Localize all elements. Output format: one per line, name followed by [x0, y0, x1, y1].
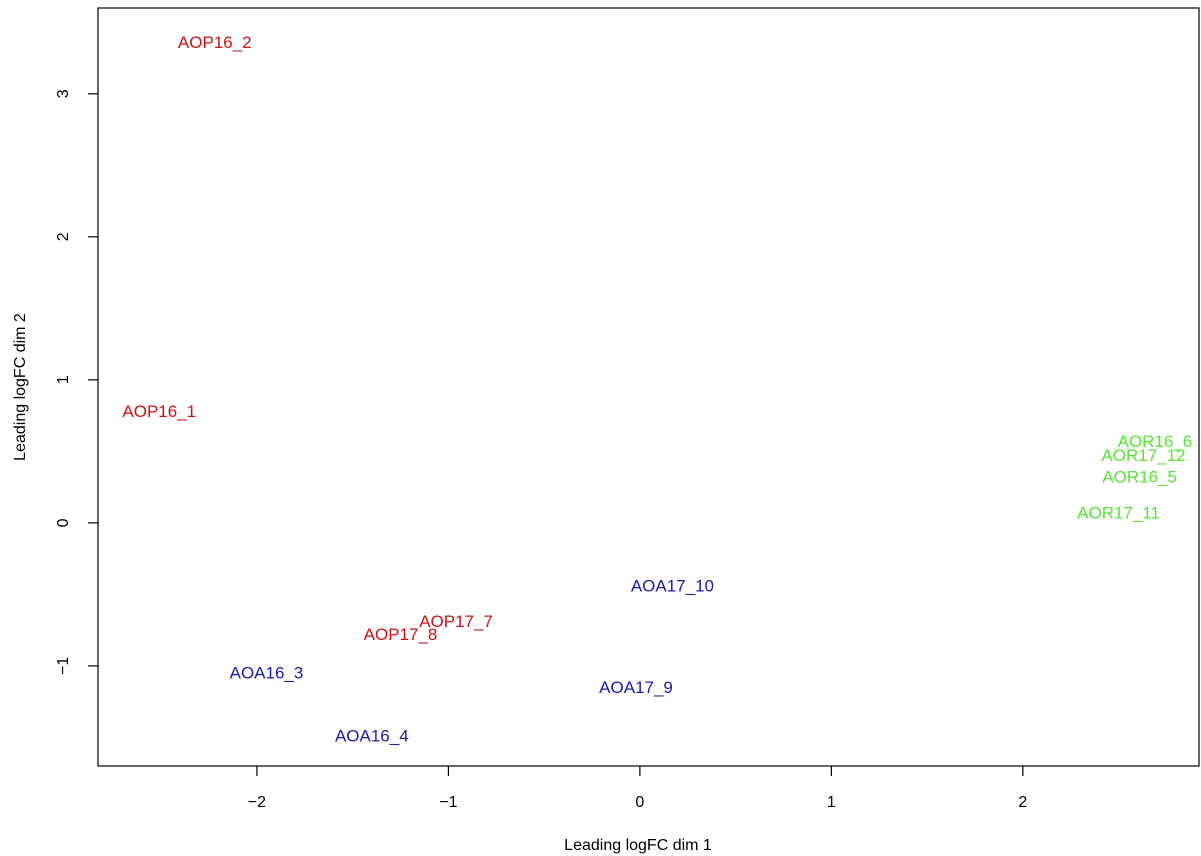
point-label-aoa16-3: AOA16_3: [230, 664, 304, 683]
y-axis-label: Leading logFC dim 2: [12, 313, 29, 461]
point-label-aoa16-4: AOA16_4: [335, 726, 409, 745]
y-tick-label: −1: [55, 657, 72, 675]
x-axis: −2 −1 0 1 2: [248, 766, 1027, 811]
point-label-aop17-8: AOP17_8: [364, 625, 438, 644]
point-label-aoa17-9: AOA17_9: [599, 678, 673, 697]
point-label-aor16-5: AOR16_5: [1102, 468, 1177, 487]
y-tick-label: 3: [55, 89, 72, 98]
y-tick-label: 0: [55, 518, 72, 527]
point-label-aop16-1: AOP16_1: [122, 402, 196, 421]
y-tick-label: 1: [55, 375, 72, 384]
y-tick-label: 2: [55, 232, 72, 241]
x-tick-label: 2: [1018, 794, 1027, 811]
plot-frame: [97, 7, 1200, 767]
x-tick-label: −2: [248, 794, 266, 811]
point-label-aor17-11: AOR17_11: [1077, 503, 1160, 522]
point-label-aop17-7: AOP17_7: [419, 612, 493, 631]
x-tick-label: −1: [439, 794, 457, 811]
x-tick-label: 1: [827, 794, 836, 811]
point-label-aoa17-10: AOA17_10: [631, 576, 714, 595]
x-tick-label: 0: [635, 794, 644, 811]
point-label-aor16-6: AOR16_6: [1118, 432, 1193, 451]
point-label-aor17-12: AOR17_12: [1101, 446, 1185, 465]
y-axis: −1 0 1 2 3: [55, 89, 98, 675]
point-label-aop16-2: AOP16_2: [178, 33, 252, 52]
x-axis-label: Leading logFC dim 1: [564, 837, 712, 854]
